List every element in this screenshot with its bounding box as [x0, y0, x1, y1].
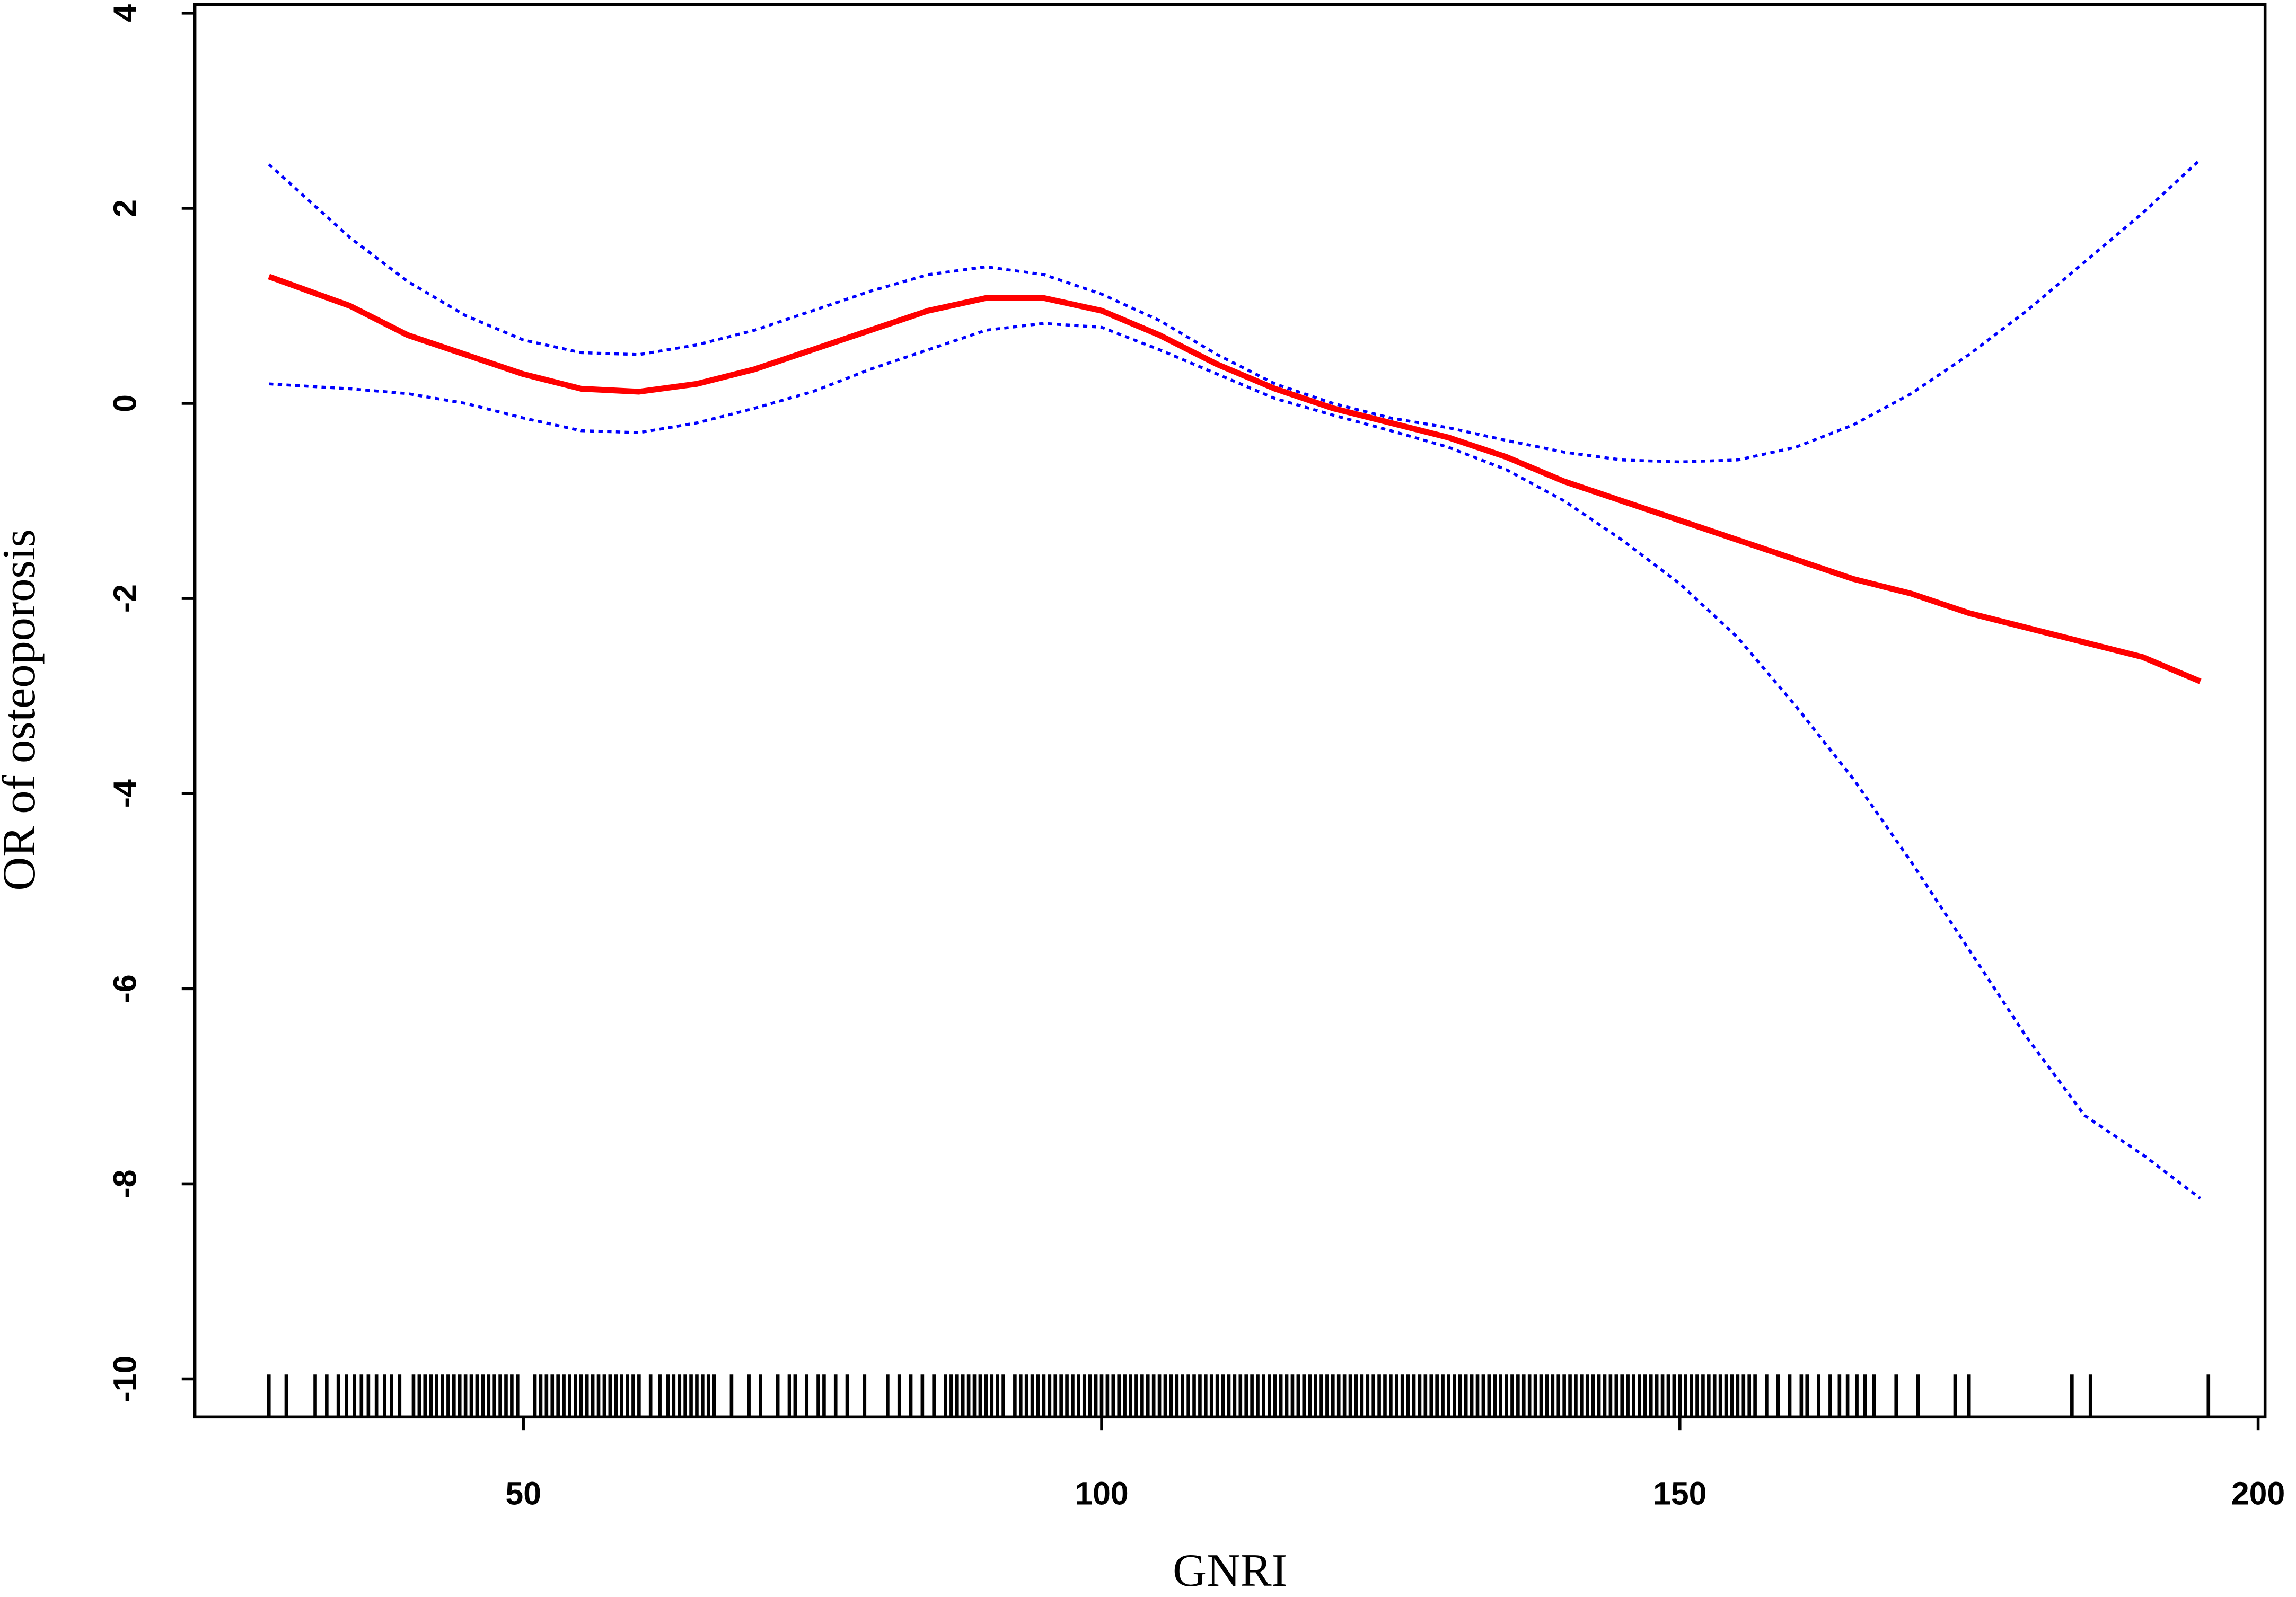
x-axis-title: GNRI	[1173, 1545, 1287, 1596]
y-tick-label: -6	[107, 974, 143, 1003]
fit-line	[268, 273, 2202, 684]
x-tick-label: 200	[2231, 1475, 2285, 1511]
y-tick-label: -2	[107, 584, 143, 613]
x-tick-label: 50	[505, 1475, 541, 1511]
ci-line	[269, 322, 2202, 1200]
y-tick-label: -8	[107, 1169, 143, 1198]
x-tick-label: 150	[1653, 1475, 1706, 1511]
y-tick-label: 0	[107, 394, 143, 412]
y-tick-label: -10	[107, 1356, 143, 1402]
plot-frame	[193, 3, 2267, 1419]
x-tick-label: 100	[1075, 1475, 1128, 1511]
ci-line	[268, 158, 2202, 464]
y-tick-label: 4	[107, 4, 143, 22]
y-tick-label: -4	[107, 779, 143, 808]
y-tick-label: 2	[107, 199, 143, 217]
y-axis-title: OR of osteoporosis	[0, 529, 45, 890]
